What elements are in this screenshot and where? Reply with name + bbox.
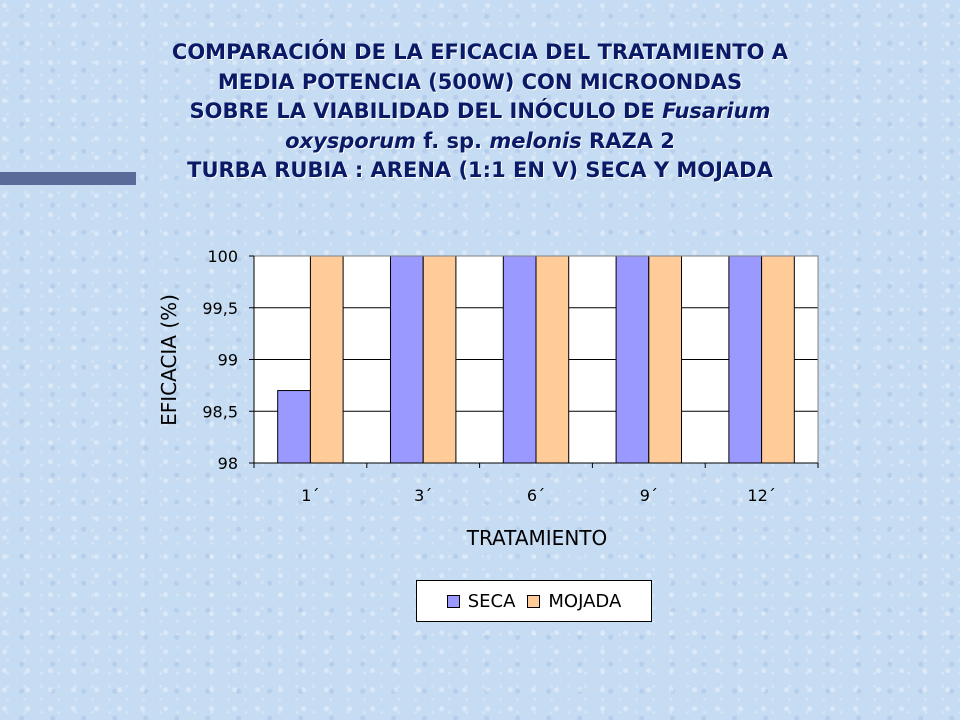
legend-swatch-mojada (527, 594, 541, 608)
title-line-3: SOBRE LA VIABILIDAD DEL INÓCULO DE Fusar… (189, 99, 771, 123)
y-tick-label: 98,5 (202, 402, 238, 421)
title-line-5: TURBA RUBIA : ARENA (1:1 EN V) SECA Y MO… (187, 158, 773, 182)
x-tick-label: 9´ (640, 486, 658, 505)
y-tick-label: 100 (207, 247, 238, 266)
chart-legend: SECA MOJADA (416, 580, 652, 622)
title-line-4: oxysporum f. sp. melonis RAZA 2 (285, 128, 675, 153)
y-tick-label: 98 (218, 454, 238, 473)
x-tick-label: 6´ (527, 486, 545, 505)
bar-mojada-1 (309, 255, 344, 464)
y-axis-title: EFICACIA (%) (157, 294, 181, 426)
bar-seca-1 (277, 390, 311, 464)
x-tick-label: 1´ (301, 486, 319, 505)
legend-label-mojada: MOJADA (548, 590, 622, 612)
axis-ticks: 98 98,5 99 99,5 100 1´ 3´ 6´ 9´ 12´ (202, 247, 819, 505)
x-axis-title: TRATAMIENTO (466, 526, 608, 550)
bar-seca-4 (615, 255, 650, 464)
chart-title: COMPARACIÓN DE LA EFICACIA DEL TRATAMIEN… (100, 38, 860, 186)
bar-mojada-2 (422, 255, 457, 464)
bar-mojada-4 (648, 255, 683, 464)
bar-seca-3 (502, 255, 537, 464)
x-tick-label: 3´ (414, 486, 432, 505)
bar-seca-5 (728, 255, 763, 464)
bar-mojada-5 (761, 255, 795, 464)
legend-swatch-seca (446, 594, 460, 608)
legend-item-mojada: MOJADA (527, 591, 621, 612)
x-tick-label: 12´ (747, 486, 775, 505)
title-line-2: MEDIA POTENCIA (500W) CON MICROONDAS (217, 69, 743, 94)
title-accent-bar (0, 172, 136, 185)
bar-seca-2 (389, 255, 424, 464)
legend-item-seca: SECA (446, 590, 516, 612)
bar-mojada-3 (535, 255, 570, 464)
legend-label-seca: SECA (467, 590, 516, 612)
y-tick-label: 99 (218, 351, 238, 370)
y-tick-label: 99,5 (202, 299, 238, 318)
bars (277, 255, 795, 464)
title-line-1: COMPARACIÓN DE LA EFICACIA DEL TRATAMIEN… (171, 40, 789, 64)
